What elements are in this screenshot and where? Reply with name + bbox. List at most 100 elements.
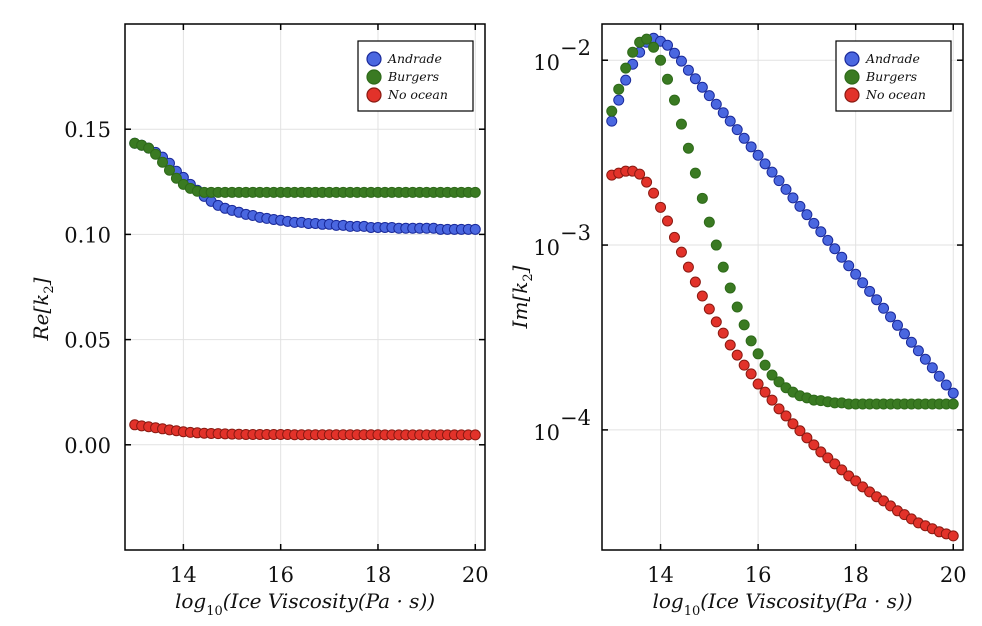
x-tick-label: 16 [267,563,294,587]
data-point [710,316,722,328]
data-point [634,168,646,180]
y-axis-title-base: Re[k [29,294,53,342]
data-point [752,149,764,161]
ticks-imag [602,24,963,550]
series-no-ocean [129,419,481,441]
data-point [766,394,778,406]
data-point [787,418,799,430]
y-axis-title-sub: 2 [521,273,536,281]
data-point [668,47,680,59]
data-point [662,215,674,227]
data-point [668,231,680,243]
data-point [759,386,771,398]
x-tick-label: 20 [462,563,489,587]
data-point [933,370,945,382]
legend-marker [844,87,860,103]
y-axis-title-real: Re[k2] [29,277,57,341]
x-axis-title-base: log [175,589,206,613]
data-point [738,359,750,371]
data-point [947,530,959,542]
data-point [627,46,639,58]
data-point [620,74,632,86]
data-point [731,349,743,361]
data-point [947,387,959,399]
data-point [891,319,903,331]
data-point [682,64,694,76]
data-point [724,115,736,127]
data-point [689,73,701,85]
data-point [745,141,757,153]
x-tick-label: 18 [842,563,869,587]
y-tick-labels-real: 0.00 0.05 0.10 0.15 [64,118,111,458]
x-axis-title-rest: (Ice Viscosity(Pa · s)) [700,589,912,613]
points-real [129,137,481,441]
data-point [752,378,764,390]
data-point [780,410,792,422]
data-point [696,290,708,302]
data-point [850,475,862,487]
data-point [794,200,806,212]
data-point [655,201,667,213]
y-tick-label: 0.05 [64,329,111,353]
data-point [871,294,883,306]
x-tick-labels-imag: 14 16 18 20 [647,563,966,587]
data-point [696,192,708,204]
y-axis-title-rest: ] [29,277,53,286]
data-point [822,234,834,246]
data-point [926,362,938,374]
x-axis-title-sub: 10 [684,604,701,619]
y-tick-labels-imag: 10−410−310−2 [533,36,591,445]
y-tick-label-exponent: −2 [560,36,591,60]
data-point [905,336,917,348]
legend-marker [844,69,860,85]
legend-label: Burgers [387,69,439,84]
y-axis-title-imag: Im[k2] [508,265,536,329]
y-tick-label: 10 [533,51,560,75]
panel-imag-k2: 10−410−310−2 14 16 18 20 log10(Ice Viscosit… [508,23,967,619]
data-point [143,142,155,154]
x-tick-labels-real: 14 16 18 20 [170,563,489,587]
legend-marker [844,51,860,67]
data-point [703,303,715,315]
data-point [469,429,481,441]
data-point [808,217,820,229]
data-point [724,282,736,294]
data-point [675,118,687,130]
data-point [773,403,785,415]
data-point [912,345,924,357]
data-point [773,376,785,388]
data-point [469,223,481,235]
data-point [885,311,897,323]
x-axis-title-imag: log10(Ice Viscosity(Pa · s)) [652,589,912,619]
y-tick-label-exponent: −4 [560,406,591,430]
data-point [822,452,834,464]
grid-real [125,24,485,550]
y-axis-title-sub: 2 [42,285,57,293]
data-point [682,142,694,154]
legend-label: No ocean [865,87,926,102]
data-point [815,446,827,458]
plot-frame-real [124,23,486,551]
data-point [773,175,785,187]
data-point [696,81,708,93]
data-point [759,359,771,371]
series-burgers [129,137,481,198]
legend-marker [366,87,382,103]
data-point [801,209,813,221]
data-point [689,167,701,179]
x-tick-label: 20 [940,563,967,587]
data-point [878,302,890,314]
data-point [787,192,799,204]
data-point [801,432,813,444]
data-point [731,124,743,136]
ticks-real [125,24,485,550]
data-point [738,319,750,331]
legend-label: Andrade [387,51,442,66]
x-tick-label: 14 [647,563,674,587]
data-point [745,368,757,380]
data-point [641,33,653,45]
data-point [745,335,757,347]
plot-frame-imag [601,23,964,551]
legend-label: Andrade [865,51,920,66]
data-point [668,94,680,106]
